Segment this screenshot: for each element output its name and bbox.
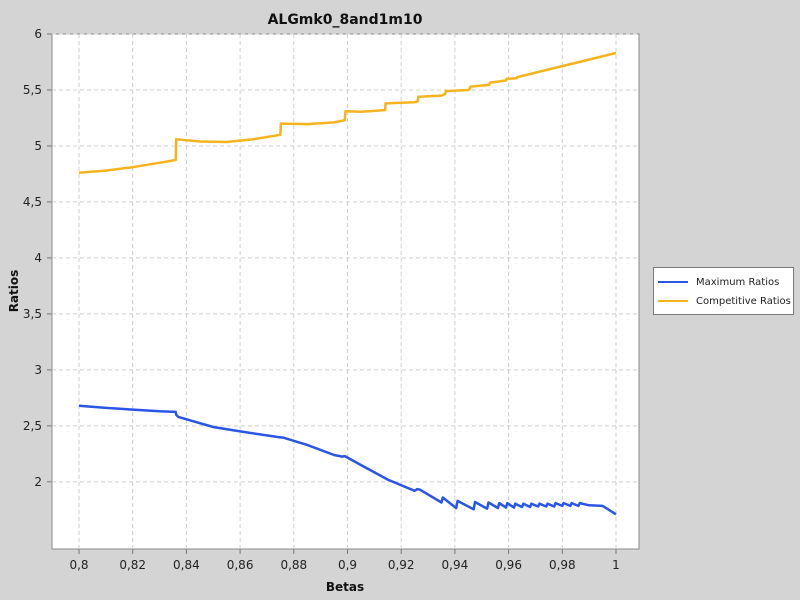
x-tick-label: 0,84 <box>173 558 200 572</box>
legend-item-competitive-ratios: Competitive Ratios <box>658 294 791 308</box>
y-tick-label: 2,5 <box>23 419 42 433</box>
x-tick-label: 0,96 <box>495 558 522 572</box>
grid <box>52 33 639 549</box>
legend-label-competitive-ratios: Competitive Ratios <box>696 295 791 307</box>
x-tick-label: 0,98 <box>549 558 576 572</box>
x-tick-label: 0,82 <box>119 558 146 572</box>
chart-title: ALGmk0_8and1m10 <box>268 12 423 28</box>
legend-label-maximum-ratios: Maximum Ratios <box>696 276 780 288</box>
y-tick-label: 2 <box>34 475 42 489</box>
x-tick-label: 0,8 <box>69 558 88 572</box>
y-tick-label: 5 <box>34 139 42 153</box>
x-tick-label: 1 <box>612 558 620 572</box>
legend-swatch-maximum-ratios <box>658 281 688 283</box>
series-line-competitive-ratios <box>78 51 617 175</box>
y-tick-label: 6 <box>34 27 42 41</box>
y-tick-label: 4 <box>34 251 42 265</box>
series-line-maximum-ratios <box>78 404 617 516</box>
y-tick-label: 5,5 <box>23 83 42 97</box>
x-axis-label: Betas <box>326 580 364 594</box>
axes: 0,8 0,82 0,84 0,86 0,88 0,9 0,92 0,94 0,96 0,98 1 2… <box>23 27 620 572</box>
x-tick-label: 0,88 <box>280 558 307 572</box>
y-axis-label: Ratios <box>7 270 21 313</box>
y-tick-label: 3,5 <box>23 307 42 321</box>
y-tick-label: 4,5 <box>23 195 42 209</box>
x-tick-label: 0,9 <box>338 558 357 572</box>
legend-item-maximum-ratios: Maximum Ratios <box>658 275 779 289</box>
series-lines <box>78 51 617 516</box>
x-tick-label: 0,94 <box>442 558 469 572</box>
legend-swatch-competitive-ratios <box>658 300 688 302</box>
x-tick-label: 0,92 <box>388 558 415 572</box>
y-tick-label: 3 <box>34 363 42 377</box>
x-tick-label: 0,86 <box>227 558 254 572</box>
legend: Maximum Ratios Competitive Ratios <box>653 267 794 315</box>
